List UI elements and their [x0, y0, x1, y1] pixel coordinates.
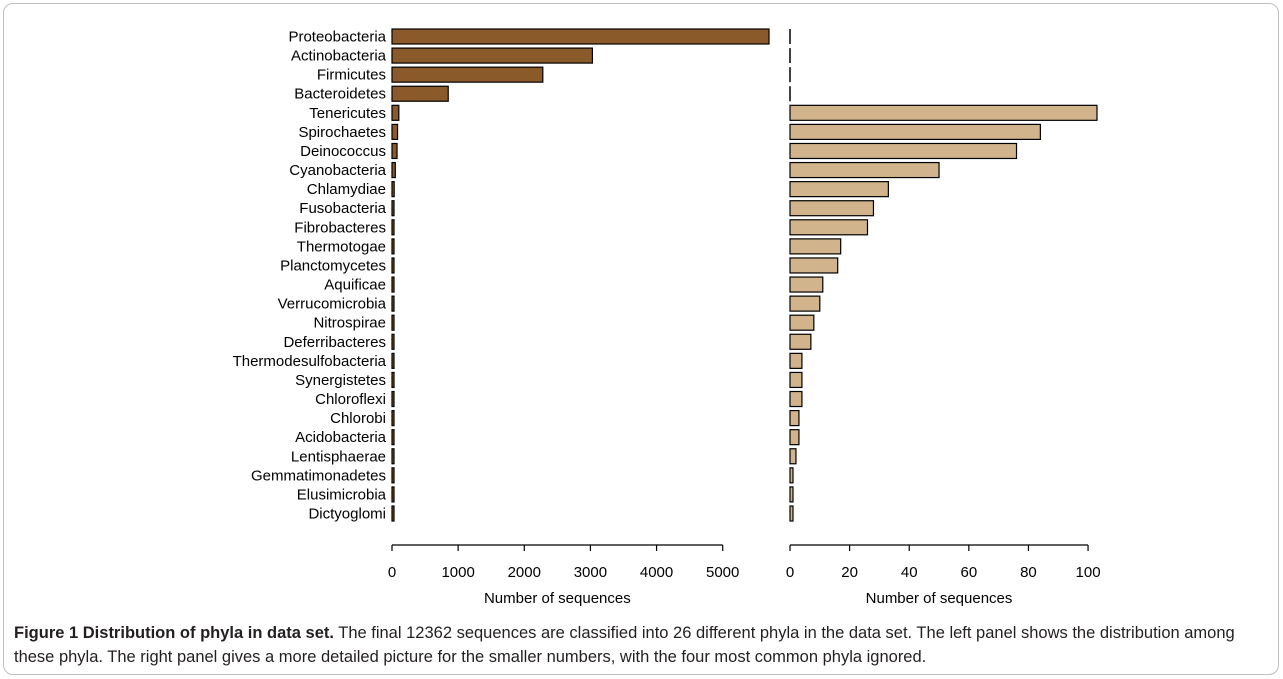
- category-label: Acidobacteria: [295, 429, 387, 446]
- left-bar: [391, 314, 395, 331]
- left-bar: [391, 238, 395, 255]
- left-bar: [391, 390, 395, 408]
- category-label: Proteobacteria: [288, 29, 386, 46]
- right-bar: [789, 104, 1098, 121]
- right-bar: [789, 333, 812, 350]
- left-bar: [391, 85, 449, 102]
- right-x-tick-label: 0: [786, 564, 794, 581]
- left-bar: [391, 66, 544, 83]
- chart-area: Proteobacteria Actinobacteria Firmicutes Ba…: [233, 28, 1101, 607]
- left-bar: [391, 219, 395, 236]
- right-bar: [789, 161, 940, 179]
- category-label: Chlamydiae: [307, 181, 386, 198]
- category-label: Deferribacteres: [283, 334, 386, 351]
- category-label: Tenericutes: [309, 105, 386, 122]
- left-bar: [391, 104, 400, 121]
- left-bar: [391, 295, 395, 312]
- right-bar: [789, 410, 800, 427]
- left-bar: [391, 200, 395, 217]
- right-bar: [789, 429, 800, 446]
- right-bar: [789, 142, 1018, 160]
- category-label: Thermotogae: [297, 238, 386, 255]
- right-bar: [789, 238, 842, 255]
- right-bar: [789, 181, 889, 198]
- category-label: Cyanobacteria: [289, 162, 386, 179]
- category-label: Lentisphaerae: [291, 448, 386, 465]
- category-label: Bacteroidetes: [294, 86, 386, 103]
- right-x-tick-label: 80: [1020, 564, 1037, 581]
- right-bar: [789, 390, 803, 408]
- left-bar: [391, 410, 395, 427]
- category-label: Chlorobi: [330, 410, 386, 427]
- category-label: Elusimicrobia: [297, 486, 387, 503]
- left-bar: [391, 123, 399, 141]
- left-bar: [391, 505, 395, 522]
- right-x-axis-title: Number of sequences: [866, 590, 1013, 607]
- right-x-tick-label: 20: [841, 564, 858, 581]
- figure-caption: Figure 1 Distribution of phyla in data s…: [14, 621, 1269, 669]
- category-label: Deinococcus: [300, 143, 386, 160]
- right-bar: [789, 276, 824, 293]
- left-x-tick-label: 1000: [441, 564, 474, 581]
- left-bar: [391, 257, 395, 274]
- right-bar: [789, 314, 815, 331]
- left-x-tick-label: 0: [388, 564, 396, 581]
- right-bar: [789, 219, 869, 236]
- left-bar: [391, 467, 395, 484]
- right-bar: [789, 352, 803, 369]
- left-bar: [391, 28, 770, 45]
- right-bar: [789, 486, 794, 503]
- left-bar: [391, 448, 395, 465]
- category-label: Verrucomicrobia: [278, 296, 387, 313]
- caption-title: Figure 1 Distribution of phyla in data s…: [14, 624, 334, 642]
- left-bar: [391, 429, 395, 446]
- right-bar: [789, 257, 839, 274]
- right-bar: [789, 295, 821, 312]
- category-label: Aquificae: [324, 277, 386, 294]
- right-bar: [789, 448, 797, 465]
- category-label: Thermodesulfobacteria: [233, 353, 387, 370]
- left-bar: [391, 276, 395, 293]
- category-label: Fibrobacteres: [294, 219, 386, 236]
- category-label: Gemmatimonadetes: [251, 467, 386, 484]
- category-label: Nitrospirae: [313, 315, 386, 332]
- right-x-tick-label: 40: [901, 564, 918, 581]
- caption-text: The final 12362 sequences are classified…: [14, 624, 1235, 666]
- right-bar: [789, 467, 794, 484]
- category-label: Synergistetes: [295, 372, 386, 389]
- left-bar: [391, 161, 396, 179]
- left-bar: [391, 352, 395, 369]
- right-x-tick-label: 60: [960, 564, 977, 581]
- left-bar: [391, 142, 398, 160]
- category-label: Chloroflexi: [315, 391, 386, 408]
- left-bar: [391, 47, 594, 64]
- left-bar: [391, 181, 395, 198]
- category-label: Actinobacteria: [291, 48, 387, 65]
- left-bar: [391, 371, 395, 389]
- left-x-axis-title: Number of sequences: [484, 590, 631, 607]
- right-bar: [789, 371, 803, 389]
- category-label: Firmicutes: [317, 67, 386, 84]
- category-label: Spirochaetes: [298, 124, 386, 141]
- left-x-tick-label: 2000: [508, 564, 541, 581]
- left-x-tick-label: 5000: [706, 564, 739, 581]
- right-bar: [789, 200, 875, 217]
- right-x-tick-label: 100: [1076, 564, 1101, 581]
- left-bar: [391, 333, 395, 350]
- figure-frame: [3, 3, 1279, 675]
- category-label: Planctomycetes: [280, 257, 386, 274]
- left-bar: [391, 486, 395, 503]
- left-x-tick-label: 3000: [574, 564, 607, 581]
- category-label: Fusobacteria: [299, 200, 386, 217]
- left-x-tick-label: 4000: [640, 564, 673, 581]
- right-bar: [789, 123, 1041, 141]
- category-label: Dictyoglomi: [308, 506, 386, 523]
- right-bar: [789, 505, 794, 522]
